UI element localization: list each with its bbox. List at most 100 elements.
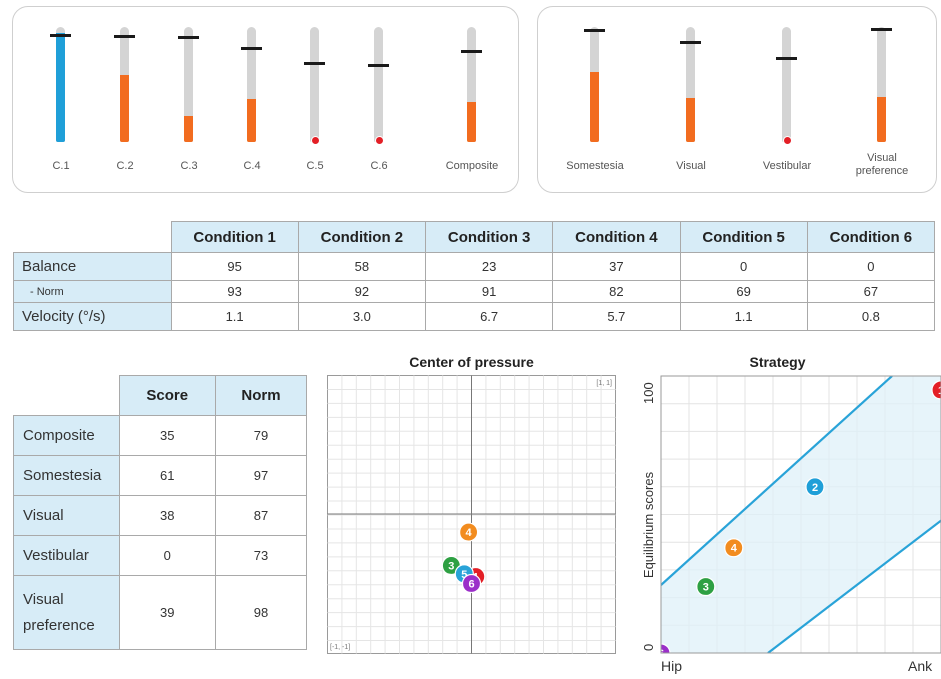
table-cell: 91: [424, 280, 554, 303]
row-label-somestesia: Somestesia: [13, 455, 120, 496]
gauge-fill: [686, 98, 695, 142]
marker-label: 4: [731, 543, 738, 555]
strategy-frame: [660, 375, 941, 654]
table-cell: 5.7: [552, 302, 681, 331]
score-table-header-row: Score Norm: [13, 375, 308, 416]
strategy-point-1: 1: [931, 380, 941, 400]
gauge-norm-marker: [304, 61, 325, 65]
sensory-bars-panel: Somestesia Visual Vestibular Visual preferen…: [537, 6, 937, 193]
cop-corner-bottom-left: [-1, -1]: [330, 644, 350, 651]
table-cell: 3.0: [297, 302, 427, 331]
gauge-label: C.2: [116, 160, 134, 172]
gauge-visual: Visual: [661, 7, 721, 187]
gauge-track: [178, 27, 199, 142]
gauge-track: [680, 27, 701, 142]
table-cell: 73: [214, 535, 308, 576]
condition-header-6: Condition 6: [806, 221, 936, 253]
row-label-velocity: Velocity (°/s): [13, 302, 172, 331]
table-cell: 58: [297, 252, 427, 281]
gauge-fill: [467, 101, 476, 142]
condition-table: Condition 1 Condition 2 Condition 3 Cond…: [13, 221, 936, 331]
table-cell: 92: [297, 280, 427, 303]
score-table-corner: [13, 375, 120, 416]
table-cell: 61: [118, 455, 216, 496]
gauge-vestibular: Vestibular: [757, 7, 817, 187]
gauge-label-line: preference: [855, 165, 909, 177]
gauge-fill: [184, 115, 193, 142]
gauge-composite: Composite: [442, 7, 502, 187]
gauge-c-1: C.1: [31, 7, 91, 187]
gauge-fill: [120, 75, 129, 142]
marker-label: 6: [468, 579, 474, 591]
marker-label: 6: [658, 648, 664, 660]
gauge-c-3: C.3: [159, 7, 219, 187]
condition-header-5: Condition 5: [679, 221, 808, 253]
gauge-zero-dot: [311, 136, 320, 145]
table-cell: 82: [552, 280, 681, 303]
row-label-norm: - Norm: [13, 280, 172, 303]
gauge-track: [241, 27, 262, 142]
gauge-c-4: C.4: [222, 7, 282, 187]
cop-point-6: 6: [461, 573, 482, 594]
gauge-label: Vestibular: [762, 160, 812, 172]
cop-chart-title: Center of pressure: [409, 354, 534, 370]
norm-header: Norm: [214, 375, 308, 416]
table-cell: 0: [679, 252, 808, 281]
gauge-label: Visual: [676, 160, 706, 172]
table-cell: 0.8: [806, 302, 936, 331]
table-row: Composite 35 79: [13, 415, 308, 456]
marker-shape: [661, 643, 671, 653]
gauge-fill: [247, 99, 256, 142]
gauge-label: C.4: [243, 160, 261, 172]
gauge-fill: [56, 32, 65, 142]
table-cell: 69: [679, 280, 808, 303]
table-row: Visual preference 39 98: [13, 575, 308, 650]
table-cell: 35: [118, 415, 216, 456]
strategy-band: [661, 376, 941, 653]
table-cell: 87: [214, 495, 308, 536]
row-label-visual: Visual: [13, 495, 120, 536]
table-cell: 39: [118, 575, 216, 650]
condition-table-header-row: Condition 1 Condition 2 Condition 3 Cond…: [13, 221, 936, 253]
table-cell: 37: [552, 252, 681, 281]
marker-shape: [724, 538, 744, 558]
marker-shape: [696, 576, 716, 597]
gauge-fill: [590, 71, 599, 142]
table-row: Somestesia 61 97: [13, 455, 308, 496]
table-cell: 6.7: [424, 302, 554, 331]
condition-bars-panel: C.1 C.2 C.3 C.4 C.5 C.6 Composite: [12, 6, 519, 193]
strategy-ylabel: Equilibrium scores: [641, 471, 656, 578]
table-cell: 0: [806, 252, 936, 281]
row-label-line: Visual: [23, 590, 64, 608]
gauge-norm-marker: [241, 46, 262, 50]
table-cell: 93: [170, 280, 299, 303]
gauge-track: [368, 27, 389, 145]
table-cell: 98: [214, 575, 308, 650]
strategy-band-upper: [661, 376, 893, 586]
gauge-track: [114, 27, 135, 142]
table-cell: 1.1: [679, 302, 808, 331]
table-row: Vestibular 0 73: [13, 535, 308, 576]
strategy-point-4: 4: [724, 538, 744, 558]
marker-label: 4: [466, 527, 473, 539]
table-cell: 23: [424, 252, 554, 281]
marker-label: 3: [703, 582, 709, 594]
gauge-somestesia: Somestesia: [565, 7, 625, 187]
gauge-visual-preference: Visual preference: [852, 7, 912, 187]
strategy-point-6: 6: [658, 643, 671, 660]
gauge-track: [871, 27, 892, 142]
condition-header-2: Condition 2: [297, 221, 427, 253]
condition-header-4: Condition 4: [552, 221, 681, 253]
table-cell: 79: [214, 415, 308, 456]
strategy-chart-title: Strategy: [749, 354, 806, 370]
row-label-line: preference: [23, 616, 95, 634]
condition-header-3: Condition 3: [424, 221, 554, 253]
gauge-label: C.6: [370, 160, 388, 172]
gauge-label: C.5: [306, 160, 324, 172]
table-cell: 97: [214, 455, 308, 496]
x-tick-ankle: Ank: [908, 658, 933, 674]
marker-label: 2: [812, 482, 818, 494]
gauge-label-line: Visual: [867, 152, 897, 164]
gauge-label: C.3: [180, 160, 198, 172]
gauge-norm-marker: [178, 36, 199, 40]
